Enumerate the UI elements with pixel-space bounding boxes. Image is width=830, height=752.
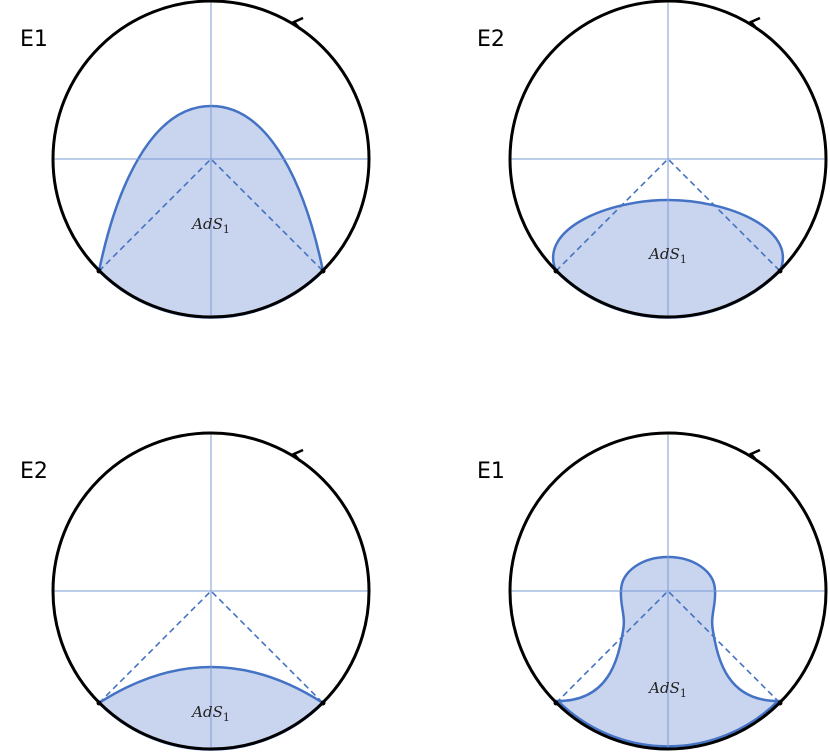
region-label: AdS1 xyxy=(190,703,230,724)
panel-label: E2 xyxy=(20,459,48,484)
panel: E2 AdS1 xyxy=(20,431,371,751)
panel-label: E1 xyxy=(20,27,48,52)
region-label: AdS1 xyxy=(647,245,687,266)
panel: E1 AdS1 xyxy=(477,431,828,751)
panel: E1 AdS1 xyxy=(20,0,371,319)
panel-label: E2 xyxy=(477,27,505,52)
panel: E2 AdS1 xyxy=(477,0,828,319)
region-label: AdS1 xyxy=(190,215,230,236)
region-label: AdS1 xyxy=(647,679,687,700)
panel-label: E1 xyxy=(477,459,505,484)
